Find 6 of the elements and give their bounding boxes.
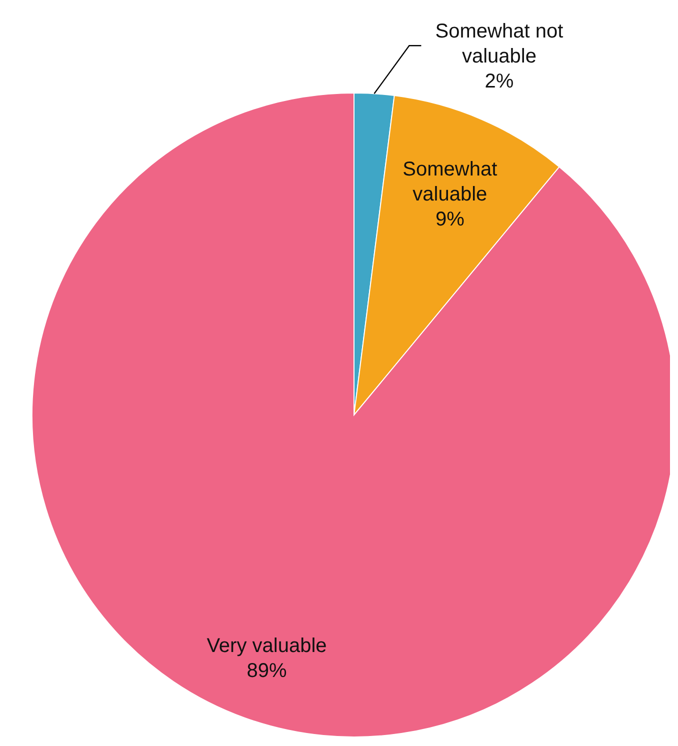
data-label: 89% [246, 660, 287, 682]
data-label: 2% [484, 70, 514, 93]
slice-label: Somewhat not valuable [435, 20, 564, 68]
slice-label: Very valuable [206, 634, 327, 657]
data-label: 9% [435, 208, 465, 230]
slice-label: Somewhat valuable [402, 158, 498, 206]
